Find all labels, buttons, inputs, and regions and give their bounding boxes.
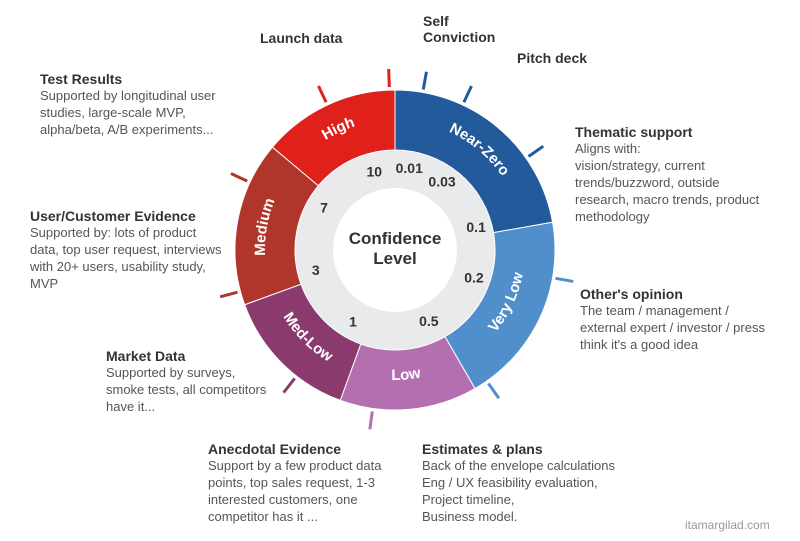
tick-estimates [488,384,498,399]
confidence-level-diagram: Near-ZeroVery LowLowMed-LowMediumHigh0.0… [0,0,800,541]
tick-thematic [529,146,544,156]
annotation-body-test-results: Supported by longitudinal user studies, … [40,88,245,139]
tick-test-res [231,174,247,182]
tick-market [284,378,295,392]
tick-user-ev [220,292,237,297]
annotation-title-market-data: Market Data [106,347,271,365]
top-label-self-conviction: SelfConviction [423,13,495,45]
annotation-anecdotal-evidence: Anecdotal EvidenceSupport by a few produ… [208,440,413,526]
annotation-title-user-customer-evidence: User/Customer Evidence [30,207,225,225]
tick-pitch [464,86,472,102]
value-label-0.03: 0.03 [428,174,455,190]
annotation-body-user-customer-evidence: Supported by: lots of product data, top … [30,225,225,293]
center-title-line2: Level [373,249,416,268]
annotation-body-market-data: Supported by surveys, smoke tests, all c… [106,365,271,416]
annotation-body-thematic-support: Aligns with:vision/strategy, current tre… [575,141,765,225]
value-label-0.2: 0.2 [464,269,484,285]
value-label-10: 10 [367,163,383,179]
annotation-others-opinion: Other's opinionThe team / management / e… [580,285,770,354]
annotation-estimates-plans: Estimates & plansBack of the envelope ca… [422,440,647,526]
annotation-title-test-results: Test Results [40,70,245,88]
tick-launch [319,86,327,102]
value-label-0.5: 0.5 [419,313,439,329]
annotation-test-results: Test ResultsSupported by longitudinal us… [40,70,245,139]
annotation-title-estimates-plans: Estimates & plans [422,440,647,458]
annotation-body-estimates-plans: Back of the envelope calculationsEng / U… [422,458,647,526]
annotation-title-anecdotal-evidence: Anecdotal Evidence [208,440,413,458]
value-label-7: 7 [320,200,328,216]
annotation-title-thematic-support: Thematic support [575,123,765,141]
annotation-market-data: Market DataSupported by surveys, smoke t… [106,347,271,416]
annotation-user-customer-evidence: User/Customer EvidenceSupported by: lots… [30,207,225,293]
center-title-line1: Confidence [349,229,442,248]
value-label-0.1: 0.1 [466,219,486,235]
tick-others [556,278,574,281]
tick-self-conv [423,72,426,90]
credit: itamargilad.com [685,518,770,532]
tick-high-near [389,69,390,87]
top-label-launch-data: Launch data [260,30,342,46]
annotation-title-others-opinion: Other's opinion [580,285,770,303]
value-label-1: 1 [349,313,357,329]
annotation-thematic-support: Thematic supportAligns with:vision/strat… [575,123,765,226]
annotation-body-anecdotal-evidence: Support by a few product data points, to… [208,458,413,526]
top-label-pitch-deck: Pitch deck [517,50,587,66]
segment-label-low: Low [391,365,422,384]
annotation-body-others-opinion: The team / management / external expert … [580,303,770,354]
value-label-3: 3 [312,262,320,278]
tick-anecdotal [370,411,373,429]
value-label-0.01: 0.01 [396,160,423,176]
